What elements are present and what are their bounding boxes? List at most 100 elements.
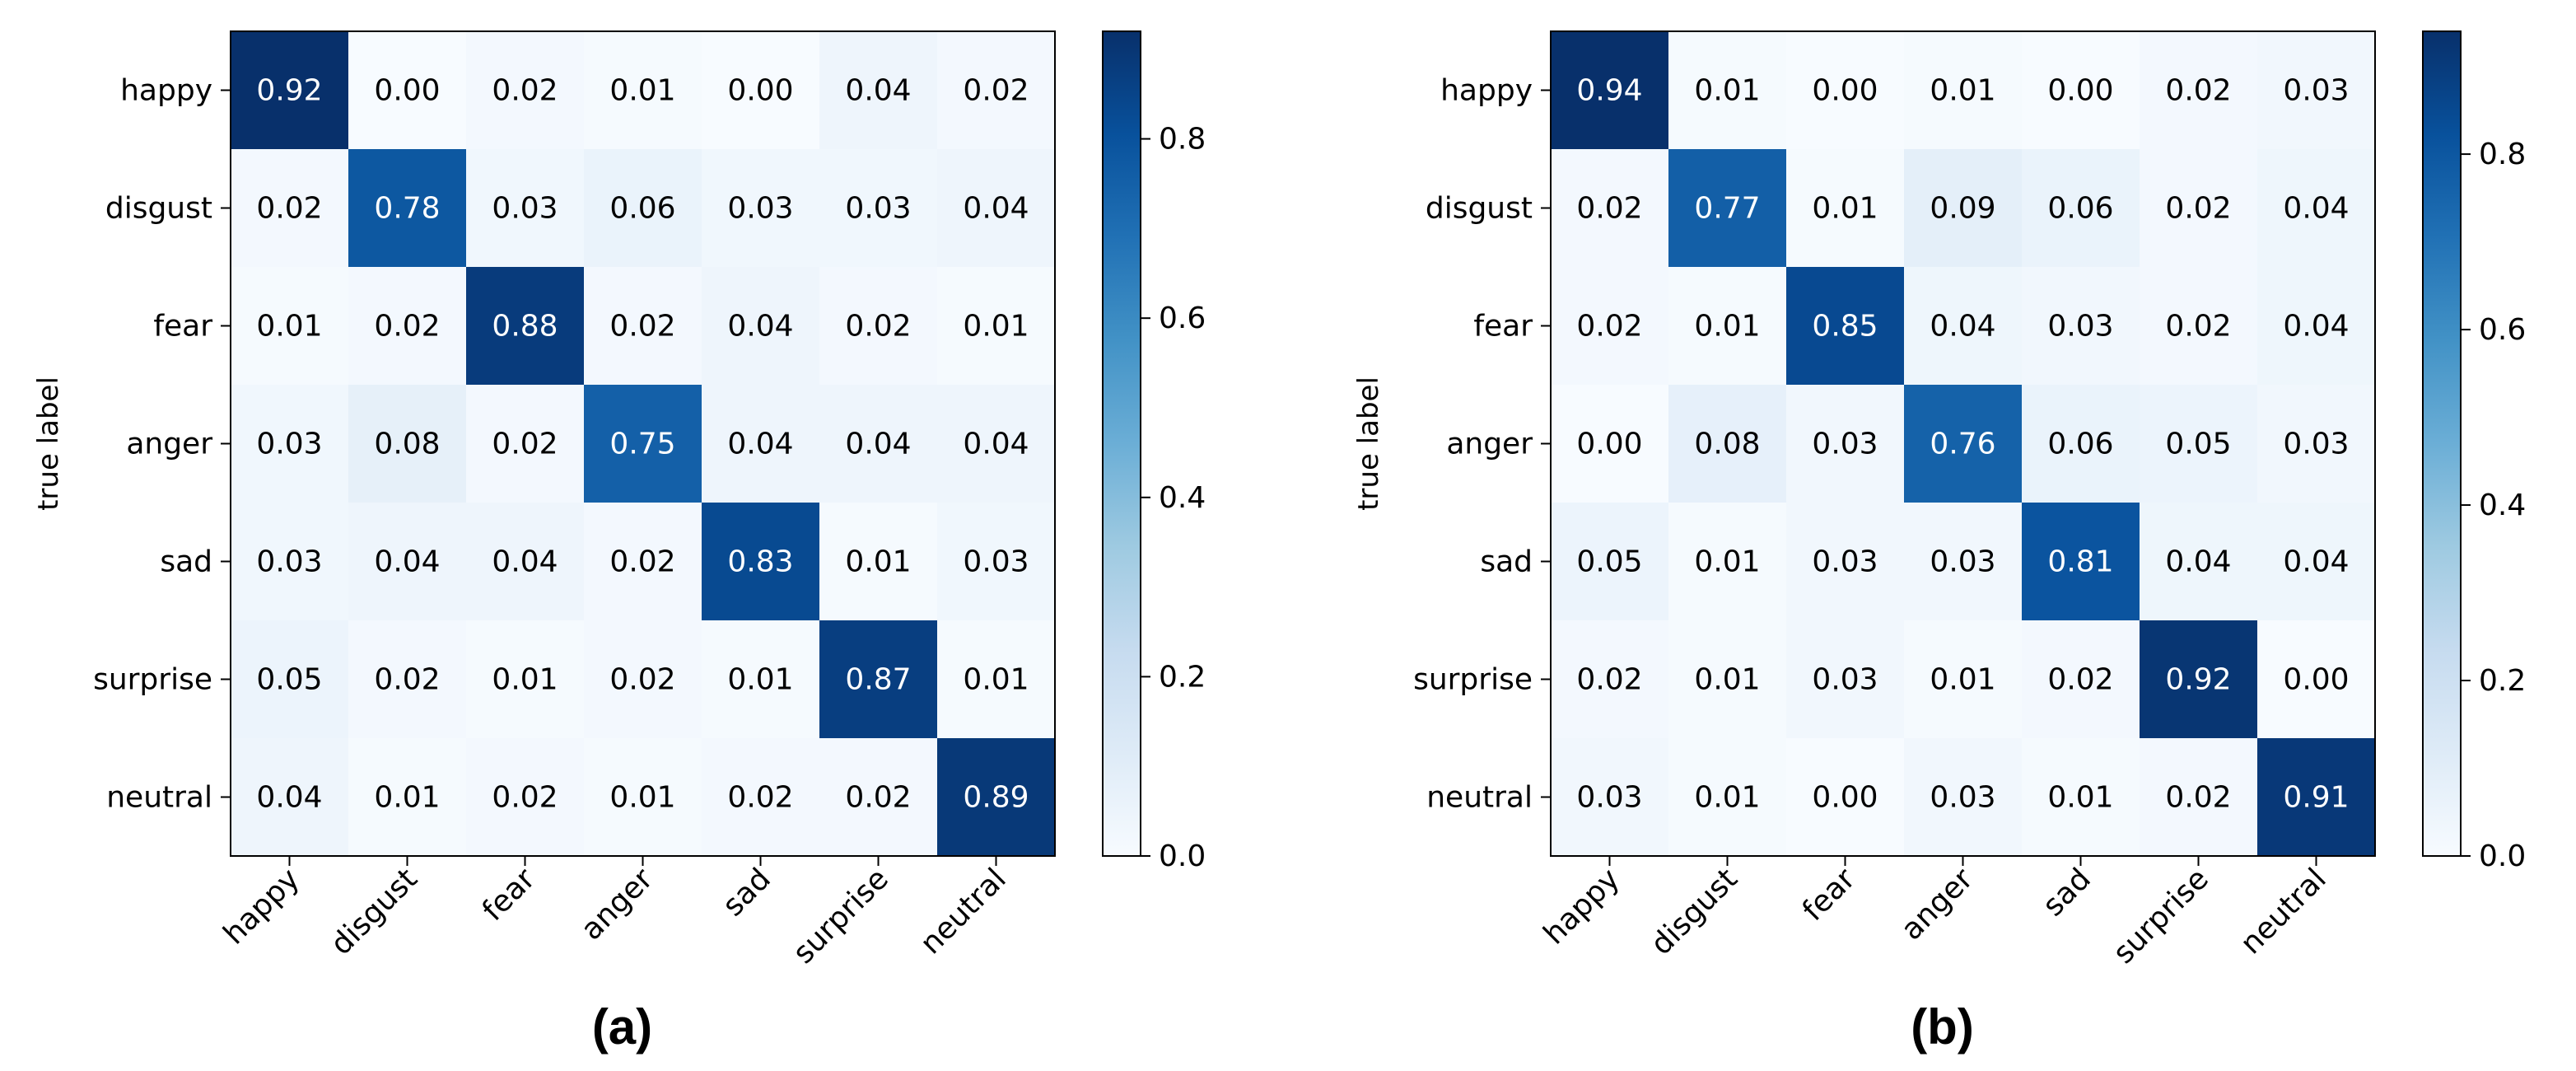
cell-value-label: 0.85: [1812, 310, 1878, 344]
heatmap-cell: [1668, 149, 1786, 267]
heatmap-cell: [702, 620, 819, 738]
cell-value-label: 0.01: [1930, 74, 1995, 108]
cell-value-label: 0.04: [2165, 545, 2231, 579]
y-tick-label: sad: [160, 545, 212, 579]
heatmap-cell: [466, 385, 584, 503]
cell-value-label: 0.76: [1930, 428, 1995, 461]
cell-value-label: 0.08: [374, 428, 440, 461]
heatmap-cell: [702, 31, 819, 149]
cell-value-label: 0.04: [374, 545, 440, 579]
cell-value-label: 0.05: [1576, 545, 1642, 579]
cell-value-label: 0.02: [609, 310, 675, 344]
cell-value-label: 0.00: [1812, 74, 1878, 108]
cell-value-label: 0.02: [374, 310, 440, 344]
heatmap-cell: [819, 738, 937, 856]
heatmap-cell: [584, 31, 702, 149]
heatmap-cell: [2022, 385, 2140, 503]
cell-value-label: 0.04: [845, 428, 911, 461]
heatmap-cell: [466, 267, 584, 385]
y-tick-label: disgust: [105, 192, 212, 226]
heatmap-cell: [819, 149, 937, 267]
cell-value-label: 0.04: [845, 74, 911, 108]
cell-value-label: 0.04: [2283, 545, 2349, 579]
cell-value-label: 0.81: [2047, 545, 2113, 579]
heatmap-cell: [1786, 620, 1904, 738]
cell-value-label: 0.88: [492, 310, 558, 344]
cell-value-label: 0.03: [256, 428, 322, 461]
cell-value-label: 0.87: [845, 663, 911, 697]
panel-label: (b): [1911, 999, 1974, 1055]
heatmap-cell: [466, 620, 584, 738]
heatmap-cell: [348, 385, 466, 503]
heatmap-cell: [2140, 620, 2257, 738]
cell-value-label: 0.02: [609, 663, 675, 697]
cell-value-label: 0.92: [2165, 663, 2231, 697]
cell-value-label: 0.02: [2047, 663, 2113, 697]
cell-value-label: 0.02: [1576, 663, 1642, 697]
cell-value-label: 0.04: [2283, 192, 2349, 226]
y-tick-label: surprise: [93, 663, 212, 697]
confusion-matrix-b: 0.94 0.01 0.00 0.01 0.00 0.02 0.03 0.02 0.77 0.01…: [1352, 30, 2526, 1055]
cell-value-label: 0.04: [727, 310, 793, 344]
cell-value-label: 0.94: [1576, 74, 1642, 108]
x-tick-label: neutral: [2234, 862, 2333, 961]
cell-value-label: 0.02: [845, 310, 911, 344]
cell-value-label: 0.01: [1694, 663, 1760, 697]
colorbar: [2422, 30, 2462, 857]
heatmap-cell: [1904, 738, 2022, 856]
y-tick-label: neutral: [1426, 781, 1533, 815]
cell-value-label: 0.91: [2283, 781, 2349, 815]
colorbar-tick-label: 0.8: [1159, 123, 1206, 157]
cell-value-label: 0.01: [963, 310, 1029, 344]
heatmap-cell: [1786, 267, 1904, 385]
x-tick-label: disgust: [324, 862, 424, 961]
heatmap-cell: [937, 385, 1055, 503]
cell-value-label: 0.02: [1576, 310, 1642, 344]
heatmap-cell: [466, 738, 584, 856]
heatmap-cell: [348, 267, 466, 385]
cell-value-label: 0.09: [1930, 192, 1995, 226]
cell-value-label: 0.92: [256, 74, 322, 108]
heatmap-cell: [702, 503, 819, 620]
heatmap-cell: [702, 149, 819, 267]
cell-value-label: 0.06: [609, 192, 675, 226]
heatmap-cell: [1668, 267, 1786, 385]
heatmap-cell: [937, 503, 1055, 620]
heatmap-cell: [1668, 503, 1786, 620]
cell-value-label: 0.03: [963, 545, 1029, 579]
y-tick-label: disgust: [1426, 192, 1533, 226]
heatmap-cell: [1786, 385, 1904, 503]
heatmap-cell: [231, 31, 348, 149]
x-tick-label: happy: [1538, 862, 1626, 951]
cell-value-label: 0.01: [609, 74, 675, 108]
heatmap-cell: [584, 267, 702, 385]
heatmap-cell: [819, 620, 937, 738]
cell-value-label: 0.03: [2047, 310, 2113, 344]
cell-value-label: 0.02: [2165, 192, 2231, 226]
y-tick-label: happy: [1440, 74, 1533, 108]
cell-value-label: 0.03: [1576, 781, 1642, 815]
y-tick-label: anger: [1446, 428, 1533, 461]
cell-value-label: 0.01: [1812, 192, 1878, 226]
heatmap-cell: [2022, 620, 2140, 738]
cell-value-label: 0.00: [1576, 428, 1642, 461]
confusion-matrix-a: 0.92 0.00 0.02 0.01 0.00 0.04 0.02 0.02 0.78 0.03…: [32, 30, 1206, 1055]
cell-value-label: 0.04: [2283, 310, 2349, 344]
heatmap-cell: [1904, 267, 2022, 385]
cell-value-label: 0.01: [1930, 663, 1995, 697]
cell-value-label: 0.04: [963, 192, 1029, 226]
heatmap-cell: [1551, 738, 1668, 856]
cell-value-label: 0.04: [963, 428, 1029, 461]
cell-value-label: 0.04: [492, 545, 558, 579]
y-axis-label: true label: [1352, 376, 1385, 511]
cell-value-label: 0.77: [1694, 192, 1760, 226]
heatmap-cell: [231, 620, 348, 738]
x-tick-label: anger: [575, 862, 660, 947]
y-tick-label: happy: [120, 74, 212, 108]
heatmap-cell: [937, 31, 1055, 149]
heatmap-cell: [1904, 149, 2022, 267]
heatmap-cell: [1786, 738, 1904, 856]
cell-value-label: 0.02: [374, 663, 440, 697]
y-tick-label: neutral: [106, 781, 212, 815]
